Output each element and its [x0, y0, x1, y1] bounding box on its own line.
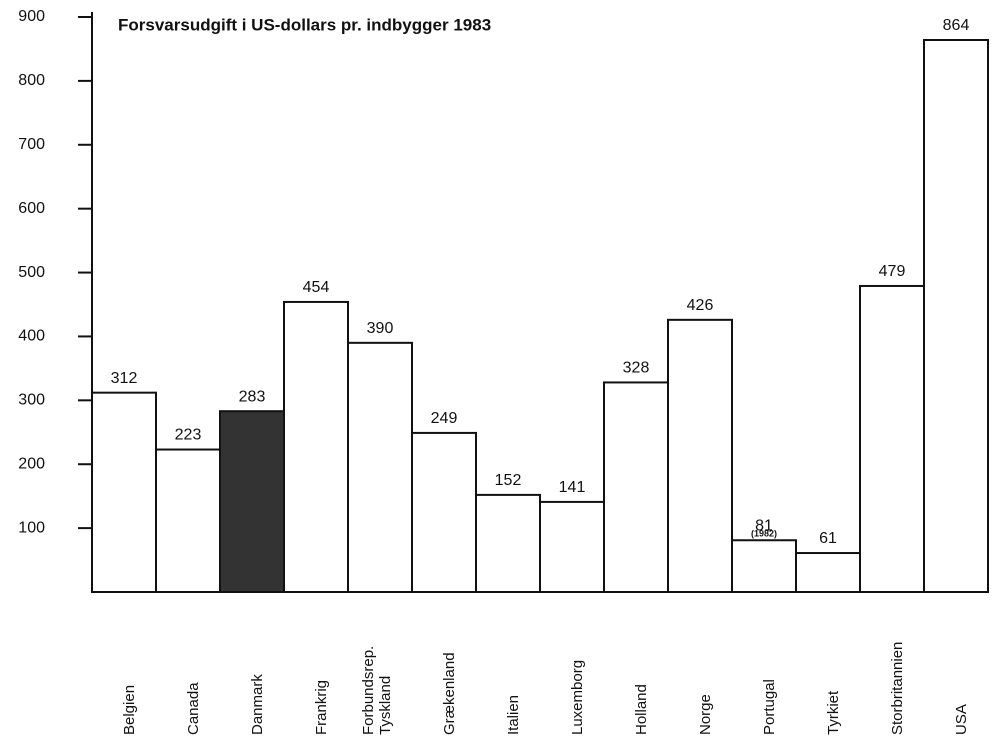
value-label: 141 [559, 479, 586, 496]
value-label: 81 [755, 517, 773, 534]
y-tick-label: 600 [18, 200, 45, 217]
value-label: 152 [495, 472, 522, 489]
bar [923, 39, 989, 593]
y-tick-label: 300 [18, 392, 45, 409]
x-tick-label: Frankrig [313, 680, 330, 735]
x-tick-label: Belgien [121, 685, 138, 735]
x-tick-label: Danmark [249, 674, 266, 735]
value-label: 283 [239, 388, 266, 405]
x-tick-label: Italien [505, 695, 522, 735]
x-tick-label: Forbundsrep.Tyskland [360, 646, 394, 735]
value-label: 454 [303, 279, 330, 296]
bar [219, 410, 285, 594]
value-label: 328 [623, 360, 650, 377]
x-tick-label: USA [953, 704, 970, 735]
value-label: 249 [431, 410, 458, 427]
bar [91, 391, 157, 593]
value-label: 61 [819, 530, 837, 547]
x-tick-label: Luxemborg [569, 660, 586, 735]
bar [731, 539, 797, 593]
bar [859, 284, 925, 593]
y-tick-label: 800 [18, 72, 45, 89]
value-label: 312 [111, 370, 138, 387]
y-tick-label: 200 [18, 455, 45, 472]
bar [475, 493, 541, 593]
x-tick-label: Norge [697, 694, 714, 735]
x-tick-label: Grækenland [441, 652, 458, 735]
annotation: (1982) [751, 529, 777, 539]
bar [667, 318, 733, 593]
bar [283, 300, 349, 593]
x-tick-label: Holland [633, 684, 650, 735]
y-tick-label: 400 [18, 328, 45, 345]
bar [603, 381, 669, 594]
bar [539, 500, 605, 593]
value-label: 479 [879, 263, 906, 280]
x-tick-label: Tyrkiet [825, 690, 842, 735]
chart-title: Forsvarsudgift i US-dollars pr. indbygge… [118, 15, 491, 34]
x-tick-label: Canada [185, 682, 202, 735]
y-tick-label: 100 [18, 519, 45, 536]
y-tick-label: 500 [18, 264, 45, 281]
value-label: 223 [175, 427, 202, 444]
bar [347, 341, 413, 594]
bar [795, 552, 861, 593]
bar [155, 448, 221, 593]
value-label: 390 [367, 320, 394, 337]
y-tick-label: 700 [18, 136, 45, 153]
x-tick-label: Storbritannien [889, 642, 906, 735]
bar [411, 431, 477, 593]
y-tick-label: 900 [18, 8, 45, 25]
value-label: 426 [687, 297, 714, 314]
value-label: 864 [943, 17, 970, 34]
x-tick-label: Portugal [761, 679, 778, 735]
